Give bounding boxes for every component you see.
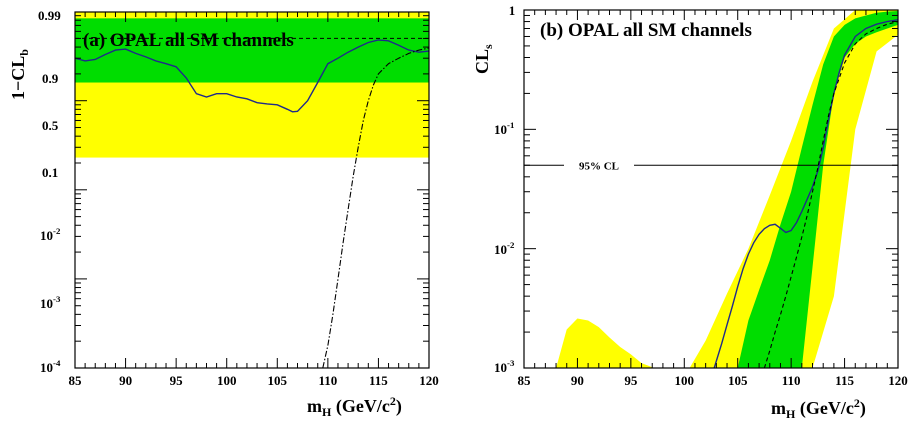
panel-b: 95% CL 85 90 95 100 105 110 115 120 1 10-1 10-2 10-3… bbox=[472, 3, 908, 421]
x-tick-label: 110 bbox=[782, 373, 801, 388]
plot-frame bbox=[523, 9, 899, 369]
y-tick-label: 0.9 bbox=[42, 71, 59, 86]
y-tick-label: 0.1 bbox=[42, 165, 58, 180]
band-yellow_lowmass bbox=[556, 318, 655, 368]
series-signal-background-expectation bbox=[322, 47, 429, 368]
y-tick-label: 0.5 bbox=[42, 118, 59, 133]
x-tick-label: 90 bbox=[119, 373, 132, 388]
y-tick-label: 10-3 bbox=[40, 294, 61, 311]
x-tick-label: 105 bbox=[728, 373, 748, 388]
x-tick-label: 95 bbox=[624, 373, 638, 388]
chart-title: (b) OPAL all SM channels bbox=[540, 20, 752, 41]
x-tick-label: 90 bbox=[571, 373, 584, 388]
reference-line-label: 95% CL bbox=[579, 160, 619, 172]
y-tick-label: 1 bbox=[509, 3, 516, 18]
x-tick-label: 105 bbox=[268, 373, 288, 388]
x-tick-label: 120 bbox=[888, 373, 908, 388]
plot-area bbox=[75, 12, 429, 368]
y-tick-label: 10-2 bbox=[494, 240, 515, 257]
x-axis-label: mH (GeV/c2) bbox=[307, 394, 402, 419]
series-observed bbox=[75, 39, 429, 113]
series-expected bbox=[763, 21, 898, 368]
series-observed bbox=[713, 19, 898, 368]
x-tick-label: 85 bbox=[69, 373, 83, 388]
x-tick-label: 115 bbox=[369, 373, 388, 388]
plot-area bbox=[524, 10, 898, 368]
y-tick-label: 10-2 bbox=[40, 226, 61, 243]
x-tick-label: 100 bbox=[217, 373, 237, 388]
x-axis-label: mH (GeV/c2) bbox=[771, 396, 866, 421]
y-tick-label: 10-1 bbox=[494, 120, 514, 137]
y-tick-label: 0.99 bbox=[38, 8, 61, 23]
x-tick-label: 95 bbox=[170, 373, 184, 388]
y-axis-label: CLs bbox=[472, 44, 495, 74]
x-tick-label: 115 bbox=[835, 373, 854, 388]
x-tick-label: 110 bbox=[318, 373, 337, 388]
chart-title: (a) OPAL all SM channels bbox=[83, 30, 294, 51]
y-tick-label: 10-4 bbox=[40, 358, 61, 375]
band-green bbox=[737, 11, 898, 368]
y-axis-label: 1−CLb bbox=[8, 49, 31, 100]
x-tick-label: 100 bbox=[675, 373, 695, 388]
panel-a: 85 90 95 100 105 110 115 120 10-4 10-3 10-2 0.1 0.5 0… bbox=[8, 8, 439, 419]
x-tick-label: 85 bbox=[518, 373, 532, 388]
band-green bbox=[75, 18, 429, 83]
y-tick-label: 10-3 bbox=[494, 358, 515, 375]
x-tick-label: 120 bbox=[419, 373, 439, 388]
